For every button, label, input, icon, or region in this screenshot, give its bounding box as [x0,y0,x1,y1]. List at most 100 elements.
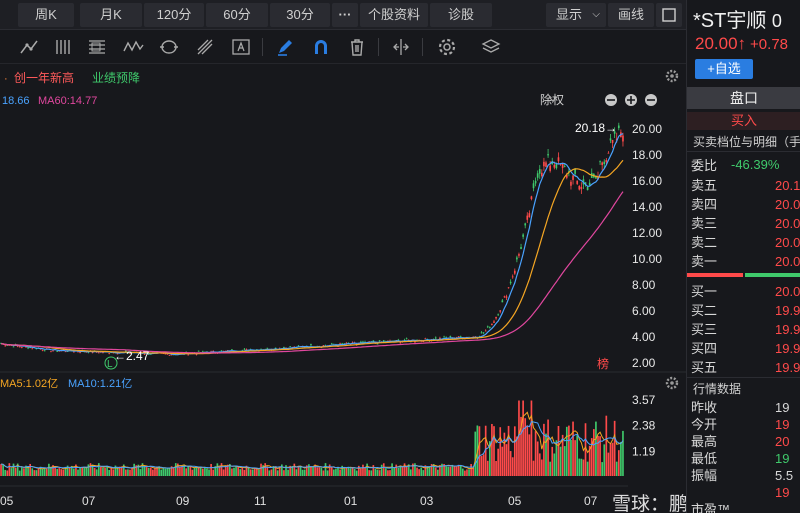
maximize-button[interactable] [656,3,682,27]
volume-bar [486,460,489,476]
gear-icon[interactable] [665,376,679,390]
display-dropdown[interactable]: 显示 ⌵ [546,3,606,27]
ask-level-value[interactable]: 20.0 [775,216,800,231]
market-item-label: 振幅 [691,468,718,483]
volume-bar [466,469,468,476]
bid-level-value[interactable]: 19.9 [775,322,800,337]
volume-bar [312,466,314,476]
fibonacci-tool-icon[interactable] [86,36,108,58]
market-item-value[interactable]: 19 [775,417,790,432]
candle-body [220,350,223,352]
ask-level-value[interactable]: 20.0 [775,197,800,212]
text-annotation-icon[interactable] [230,36,252,58]
market-item-label: 今开 [691,417,718,432]
candle-body [399,342,402,344]
candle-body [549,165,551,171]
volume-bar [193,467,196,476]
gann-tool-icon[interactable] [194,36,216,58]
volume-bar [339,469,341,476]
tab-company-profile[interactable]: 个股资料 [360,3,428,27]
magnet-icon[interactable] [310,36,332,58]
kline-chart[interactable]: · 创一年新高 业绩预降 18.66 MA60:14.77 除权 20.0018… [0,64,686,513]
trendline-tool-icon[interactable] [18,36,40,58]
layers-icon[interactable] [480,36,502,58]
tab-120min[interactable]: 120分 [144,3,204,27]
candle-body [243,348,246,350]
volume-bar [100,466,102,476]
wave-tool-icon[interactable] [122,36,144,58]
tab-monthly[interactable]: 月K [80,3,142,27]
tab-weekly[interactable]: 周K [18,3,74,27]
buy-button[interactable]: 买入 [687,112,800,130]
parallel-lines-tool-icon[interactable] [52,36,74,58]
candle-body [572,175,574,180]
volume-bar [253,468,256,476]
gear-icon[interactable] [436,36,458,58]
tab-60min[interactable]: 60分 [206,3,268,27]
volume-bar [382,463,385,476]
volume-bar [557,425,560,476]
candle-body [66,351,69,352]
bid-level-value[interactable]: 20.0 [775,284,800,299]
volume-bar [541,459,543,476]
candle-body [561,162,564,168]
market-item-value[interactable]: 20 [775,434,790,449]
more-periods-button[interactable]: ··· [332,3,358,27]
volume-bar [48,463,50,476]
volume-bar [593,429,595,476]
rank-badge[interactable]: 榜 [597,356,609,371]
market-item-value[interactable]: 19 [775,451,790,466]
volume-bar [499,427,502,476]
volume-bar [10,468,13,476]
tab-orderbook[interactable]: 盘口 [687,87,800,109]
flip-icon[interactable] [390,36,412,58]
volume-bar [45,468,48,476]
bid-level-label: 买二 [691,303,718,318]
volume-bar [551,446,554,476]
candle-body [557,157,560,162]
volume-bar [25,465,27,476]
candle-body [127,352,129,354]
ask-level-label: 卖三 [691,216,718,231]
ask-level-value[interactable]: 20.0 [775,254,800,269]
volume-bar [143,465,146,476]
market-item-value[interactable]: 19 [775,485,790,500]
draw-line-button[interactable]: 画线 [608,3,654,27]
candle-body [212,350,215,352]
bid-level-value[interactable]: 19.9 [775,303,800,318]
bid-level-value[interactable]: 19.9 [775,341,800,356]
candle-body [445,337,447,339]
market-item-value[interactable]: 19 [775,400,790,415]
bid-level-value[interactable]: 19.9 [775,360,800,375]
volume-bar [455,466,458,476]
volume-bar [543,423,545,476]
cycle-tool-icon[interactable] [158,36,180,58]
tab-30min[interactable]: 30分 [270,3,330,27]
ask-level-value[interactable]: 20.0 [775,235,800,250]
add-watchlist-button[interactable]: +自选 [695,59,753,79]
vol-ma10-label: MA10:1.21亿 [68,377,132,390]
volume-bar [374,468,377,476]
pen-icon[interactable] [274,36,296,58]
candle-body [609,138,612,141]
market-item-value[interactable]: 5.5 [775,468,794,483]
candle-body [493,321,495,323]
candle-body [607,152,610,154]
candle-body [330,343,333,345]
candle-body [29,347,31,349]
gear-icon[interactable] [665,69,679,83]
candle-body [570,181,572,186]
volume-bar [568,425,570,476]
volume-bar [23,468,25,476]
volume-bar [470,464,472,476]
volume-bar [191,469,194,476]
ask-level-value[interactable]: 20.1 [775,178,800,193]
candle-body [439,337,441,339]
volume-bar [468,469,470,476]
delete-icon[interactable] [346,36,368,58]
tag-earnings-decline[interactable]: 业绩预降 [92,71,140,85]
tab-stock-diagnosis[interactable]: 诊股 [430,3,492,27]
volume-bar [127,469,129,476]
tag-new-high[interactable]: 创一年新高 [14,70,74,85]
volume-tick-label: 3.57 [632,393,656,407]
